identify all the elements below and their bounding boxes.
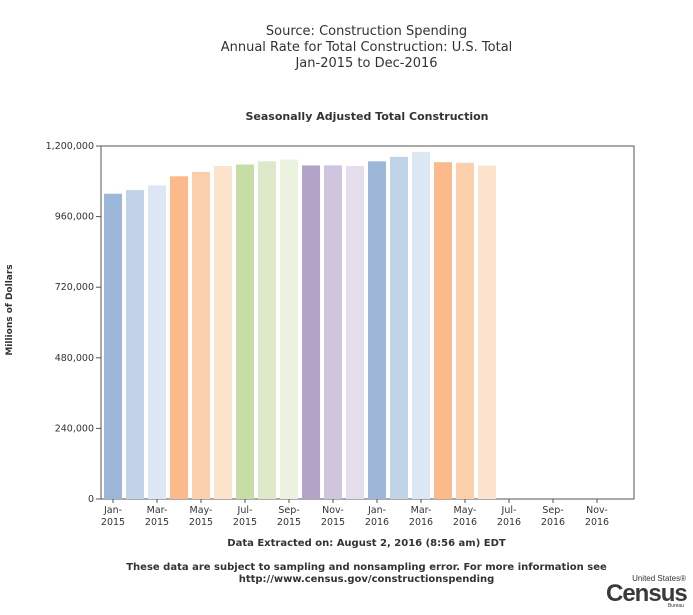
bar-feb-2015[interactable] (126, 190, 144, 499)
bar-chart: Seasonally Adjusted Total Construction M… (5, 110, 635, 528)
bar-may-2016[interactable] (456, 162, 474, 500)
bar-oct-2015[interactable] (302, 165, 320, 499)
header-line-1: Source: Construction Spending (265, 24, 468, 39)
plot-area-border (100, 145, 635, 500)
y-tick-label: 0 (88, 494, 94, 505)
x-tick-label-month: Mar- (411, 505, 432, 516)
logo-bottom: Bureau (667, 603, 684, 609)
bar-jan-2016[interactable] (368, 161, 386, 500)
logo-main: Census (606, 580, 688, 607)
y-tick-label: 720,000 (55, 282, 94, 293)
x-tick-label-month: Nov- (586, 505, 608, 516)
x-axis: Jan-2015Mar-2015May-2015Jul-2015Sep-2015… (101, 499, 609, 528)
x-tick-label-month: Nov- (322, 505, 344, 516)
bar-aug-2015[interactable] (258, 161, 276, 500)
bar-feb-2016[interactable] (390, 156, 408, 499)
y-tick-label: 480,000 (55, 353, 94, 364)
x-tick-label-year: 2015 (101, 517, 125, 528)
y-tick-label: 240,000 (55, 423, 94, 434)
x-tick-label-month: Jan- (367, 505, 386, 516)
bar-jun-2015[interactable] (214, 166, 232, 499)
x-tick-label-month: Mar- (147, 505, 168, 516)
x-tick-label-month: Sep- (542, 505, 563, 516)
chart-title: Seasonally Adjusted Total Construction (245, 110, 488, 123)
bar-apr-2015[interactable] (170, 176, 188, 500)
y-tick-label: 1,200,000 (46, 141, 94, 152)
y-tick-label: 960,000 (55, 212, 94, 223)
y-axis-title: Millions of Dollars (5, 264, 15, 355)
data-extracted-note: Data Extracted on: August 2, 2016 (8:56 … (227, 538, 506, 549)
bar-sep-2015[interactable] (280, 159, 298, 500)
sampling-note: These data are subject to sampling and n… (126, 562, 607, 573)
bar-mar-2015[interactable] (148, 185, 166, 499)
x-tick-label-month: May- (190, 505, 213, 516)
header-line-3: Jan-2015 to Dec-2016 (295, 56, 438, 71)
x-tick-label-year: 2015 (189, 517, 213, 528)
x-tick-label-month: Jan- (103, 505, 122, 516)
x-tick-label-year: 2016 (365, 517, 389, 528)
chart-header: Source: Construction Spending Annual Rat… (0, 24, 693, 72)
x-tick-label-year: 2015 (233, 517, 257, 528)
bar-dec-2015[interactable] (346, 166, 364, 499)
bar-jul-2015[interactable] (236, 164, 254, 500)
info-link[interactable]: http://www.census.gov/constructionspendi… (238, 574, 495, 585)
y-axis: 0 240,000 480,000 720,000 960,000 1,200,000 (46, 141, 101, 505)
x-tick-label-month: Jul- (501, 505, 517, 516)
x-tick-label-month: May- (454, 505, 477, 516)
x-tick-label-year: 2016 (585, 517, 609, 528)
header-line-2: Annual Rate for Total Construction: U.S.… (220, 40, 513, 55)
bars-group (104, 151, 496, 500)
bar-nov-2015[interactable] (324, 165, 342, 499)
x-tick-label-month: Sep- (278, 505, 299, 516)
x-tick-label-year: 2016 (541, 517, 565, 528)
census-logo: United States® Census Bureau (606, 574, 688, 610)
bar-apr-2016[interactable] (434, 162, 452, 499)
x-tick-label-year: 2016 (497, 517, 521, 528)
bar-mar-2016[interactable] (412, 151, 430, 499)
x-tick-label-month: Jul- (237, 505, 253, 516)
logo-top: United States® (632, 574, 686, 583)
x-tick-label-year: 2015 (321, 517, 345, 528)
x-tick-label-year: 2015 (277, 517, 301, 528)
x-tick-label-year: 2016 (453, 517, 477, 528)
x-tick-label-year: 2015 (145, 517, 169, 528)
x-tick-label-year: 2016 (409, 517, 433, 528)
bar-jan-2015[interactable] (104, 193, 122, 499)
bar-jun-2016[interactable] (478, 165, 496, 499)
bar-may-2015[interactable] (192, 171, 210, 499)
